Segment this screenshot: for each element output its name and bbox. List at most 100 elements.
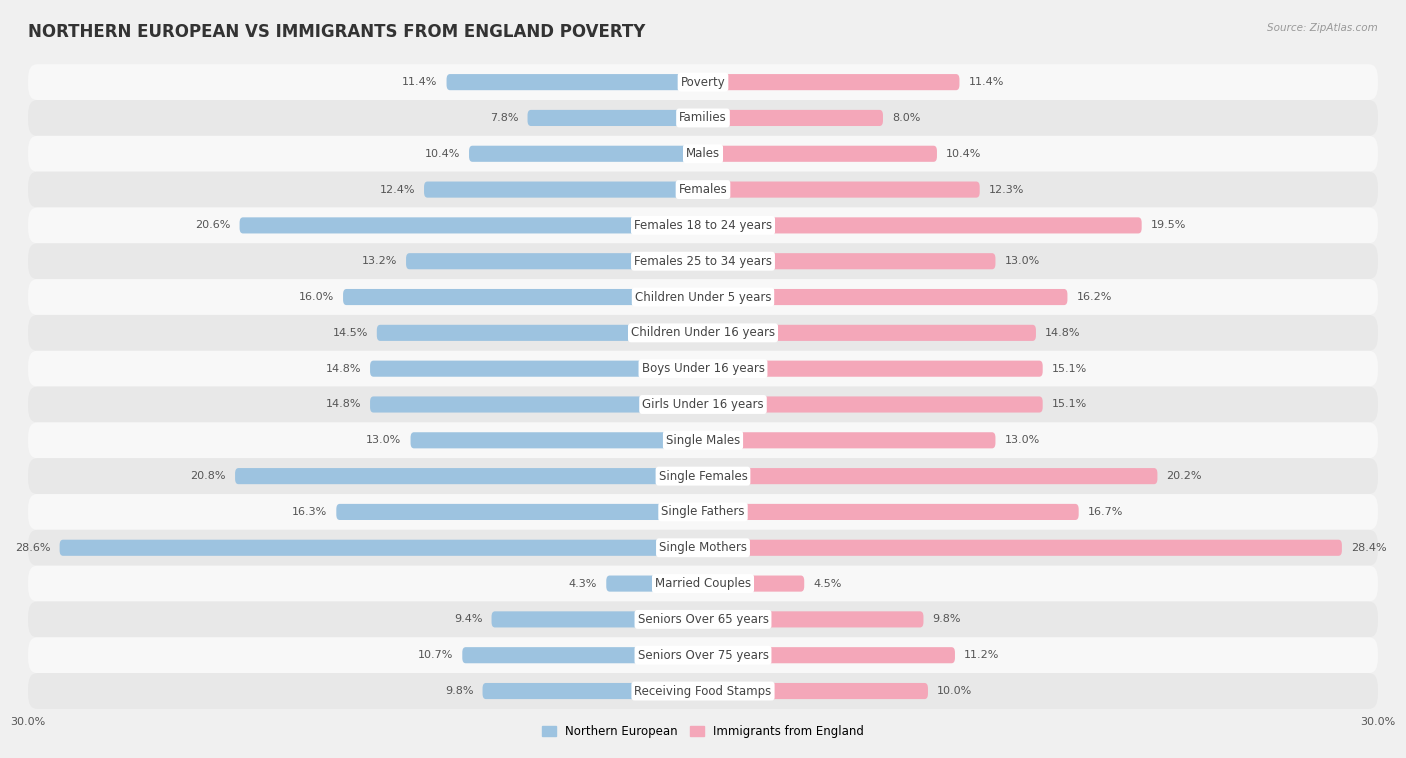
Text: 10.7%: 10.7%	[418, 650, 453, 660]
Text: 4.5%: 4.5%	[813, 578, 842, 588]
FancyBboxPatch shape	[470, 146, 703, 161]
Text: 10.4%: 10.4%	[425, 149, 460, 158]
Text: 15.1%: 15.1%	[1052, 399, 1087, 409]
Text: Single Females: Single Females	[658, 470, 748, 483]
FancyBboxPatch shape	[28, 100, 1378, 136]
FancyBboxPatch shape	[703, 324, 1036, 341]
FancyBboxPatch shape	[28, 422, 1378, 459]
Text: 11.2%: 11.2%	[965, 650, 1000, 660]
FancyBboxPatch shape	[703, 218, 1142, 233]
FancyBboxPatch shape	[703, 468, 1157, 484]
Text: Single Fathers: Single Fathers	[661, 506, 745, 518]
Text: 16.3%: 16.3%	[292, 507, 328, 517]
Text: 28.6%: 28.6%	[15, 543, 51, 553]
FancyBboxPatch shape	[28, 637, 1378, 673]
FancyBboxPatch shape	[703, 575, 804, 592]
FancyBboxPatch shape	[703, 540, 1341, 556]
Text: Males: Males	[686, 147, 720, 160]
Text: 13.2%: 13.2%	[361, 256, 396, 266]
FancyBboxPatch shape	[59, 540, 703, 556]
FancyBboxPatch shape	[370, 361, 703, 377]
Text: Females: Females	[679, 183, 727, 196]
FancyBboxPatch shape	[703, 647, 955, 663]
Text: Females 25 to 34 years: Females 25 to 34 years	[634, 255, 772, 268]
FancyBboxPatch shape	[370, 396, 703, 412]
Text: 20.2%: 20.2%	[1167, 471, 1202, 481]
FancyBboxPatch shape	[28, 602, 1378, 637]
Text: 20.8%: 20.8%	[191, 471, 226, 481]
FancyBboxPatch shape	[28, 208, 1378, 243]
Text: Receiving Food Stamps: Receiving Food Stamps	[634, 684, 772, 697]
FancyBboxPatch shape	[482, 683, 703, 699]
FancyBboxPatch shape	[703, 612, 924, 628]
Text: Source: ZipAtlas.com: Source: ZipAtlas.com	[1267, 23, 1378, 33]
Text: 16.2%: 16.2%	[1077, 292, 1112, 302]
FancyBboxPatch shape	[703, 432, 995, 449]
Text: 13.0%: 13.0%	[1004, 435, 1039, 445]
FancyBboxPatch shape	[411, 432, 703, 449]
Text: 28.4%: 28.4%	[1351, 543, 1386, 553]
Text: 10.4%: 10.4%	[946, 149, 981, 158]
Text: 15.1%: 15.1%	[1052, 364, 1087, 374]
FancyBboxPatch shape	[703, 289, 1067, 305]
Text: Children Under 5 years: Children Under 5 years	[634, 290, 772, 303]
FancyBboxPatch shape	[703, 146, 936, 161]
FancyBboxPatch shape	[28, 171, 1378, 208]
FancyBboxPatch shape	[703, 253, 995, 269]
FancyBboxPatch shape	[606, 575, 703, 592]
FancyBboxPatch shape	[28, 387, 1378, 422]
Text: Seniors Over 65 years: Seniors Over 65 years	[637, 613, 769, 626]
Text: 16.7%: 16.7%	[1088, 507, 1123, 517]
Text: 14.5%: 14.5%	[332, 328, 368, 338]
Text: 12.4%: 12.4%	[380, 185, 415, 195]
Text: Families: Families	[679, 111, 727, 124]
FancyBboxPatch shape	[343, 289, 703, 305]
FancyBboxPatch shape	[447, 74, 703, 90]
FancyBboxPatch shape	[527, 110, 703, 126]
FancyBboxPatch shape	[703, 74, 959, 90]
Text: 11.4%: 11.4%	[402, 77, 437, 87]
FancyBboxPatch shape	[28, 64, 1378, 100]
Text: 14.8%: 14.8%	[326, 364, 361, 374]
Text: Boys Under 16 years: Boys Under 16 years	[641, 362, 765, 375]
FancyBboxPatch shape	[492, 612, 703, 628]
Text: Females 18 to 24 years: Females 18 to 24 years	[634, 219, 772, 232]
Text: 16.0%: 16.0%	[299, 292, 335, 302]
FancyBboxPatch shape	[377, 324, 703, 341]
FancyBboxPatch shape	[28, 673, 1378, 709]
FancyBboxPatch shape	[703, 504, 1078, 520]
Text: 8.0%: 8.0%	[891, 113, 921, 123]
FancyBboxPatch shape	[703, 683, 928, 699]
Text: Poverty: Poverty	[681, 76, 725, 89]
FancyBboxPatch shape	[235, 468, 703, 484]
FancyBboxPatch shape	[28, 565, 1378, 602]
Legend: Northern European, Immigrants from England: Northern European, Immigrants from Engla…	[537, 720, 869, 743]
FancyBboxPatch shape	[28, 315, 1378, 351]
FancyBboxPatch shape	[336, 504, 703, 520]
FancyBboxPatch shape	[28, 459, 1378, 494]
Text: 9.8%: 9.8%	[932, 615, 960, 625]
Text: 11.4%: 11.4%	[969, 77, 1004, 87]
FancyBboxPatch shape	[463, 647, 703, 663]
Text: Children Under 16 years: Children Under 16 years	[631, 327, 775, 340]
Text: 9.4%: 9.4%	[454, 615, 482, 625]
FancyBboxPatch shape	[703, 361, 1043, 377]
Text: 4.3%: 4.3%	[569, 578, 598, 588]
Text: Seniors Over 75 years: Seniors Over 75 years	[637, 649, 769, 662]
FancyBboxPatch shape	[28, 351, 1378, 387]
Text: 20.6%: 20.6%	[195, 221, 231, 230]
FancyBboxPatch shape	[425, 181, 703, 198]
Text: 7.8%: 7.8%	[491, 113, 519, 123]
FancyBboxPatch shape	[28, 136, 1378, 171]
FancyBboxPatch shape	[28, 279, 1378, 315]
Text: 19.5%: 19.5%	[1150, 221, 1187, 230]
Text: Girls Under 16 years: Girls Under 16 years	[643, 398, 763, 411]
FancyBboxPatch shape	[703, 181, 980, 198]
FancyBboxPatch shape	[703, 110, 883, 126]
FancyBboxPatch shape	[703, 396, 1043, 412]
Text: Single Mothers: Single Mothers	[659, 541, 747, 554]
Text: 13.0%: 13.0%	[1004, 256, 1039, 266]
Text: 12.3%: 12.3%	[988, 185, 1024, 195]
FancyBboxPatch shape	[239, 218, 703, 233]
Text: 10.0%: 10.0%	[936, 686, 972, 696]
